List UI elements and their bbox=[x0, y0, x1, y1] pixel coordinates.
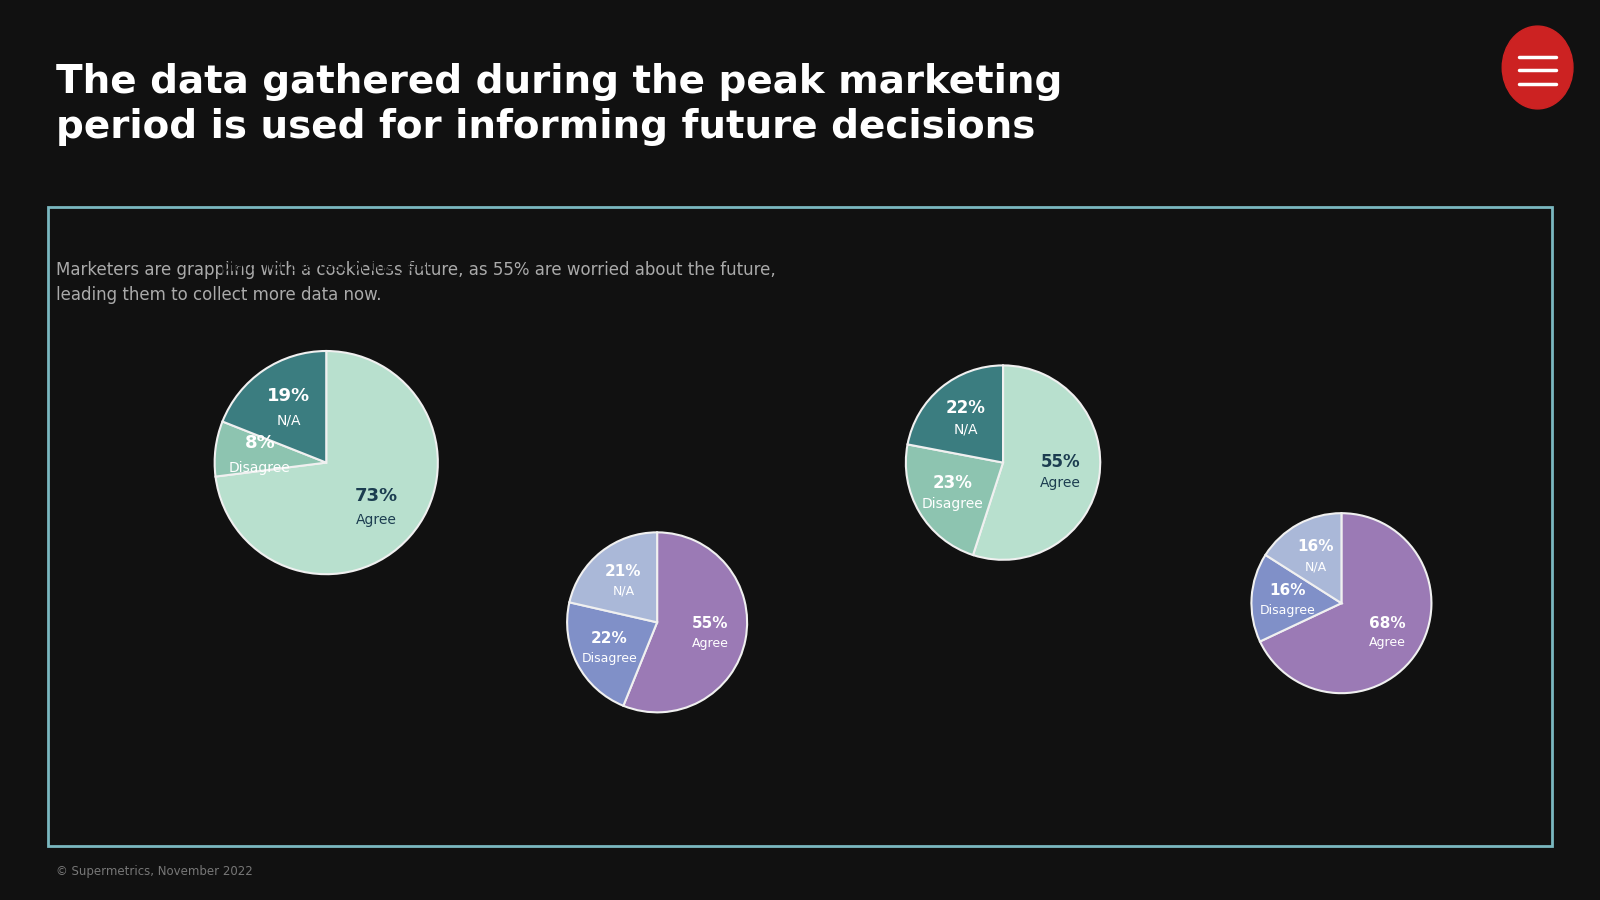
Wedge shape bbox=[566, 602, 658, 706]
Wedge shape bbox=[907, 365, 1003, 463]
Text: N/A: N/A bbox=[277, 414, 301, 427]
Wedge shape bbox=[1266, 513, 1341, 603]
Text: Disagree: Disagree bbox=[922, 497, 984, 511]
Text: 73%: 73% bbox=[355, 487, 398, 505]
Wedge shape bbox=[216, 351, 438, 574]
Text: The cookieless future
worries me: The cookieless future worries me bbox=[579, 450, 736, 484]
Text: 22%: 22% bbox=[590, 631, 627, 646]
Text: 16%: 16% bbox=[1269, 583, 1306, 599]
Wedge shape bbox=[624, 533, 747, 712]
Text: Agree: Agree bbox=[357, 513, 397, 527]
Text: © Supermetrics, November 2022: © Supermetrics, November 2022 bbox=[56, 865, 253, 878]
Text: Agree: Agree bbox=[1368, 636, 1405, 650]
Text: 68%: 68% bbox=[1368, 616, 1405, 631]
Wedge shape bbox=[222, 351, 326, 463]
Text: 8%: 8% bbox=[245, 434, 275, 452]
Text: Agree: Agree bbox=[1040, 476, 1082, 491]
Text: I'm collecting more data now in
preparation for the cookieless future: I'm collecting more data now in preparat… bbox=[1206, 437, 1475, 472]
Text: Disagree: Disagree bbox=[229, 461, 291, 474]
Text: I struggle with reporting back some of the data
to the business after peak perio: I struggle with reporting back some of t… bbox=[830, 239, 1176, 274]
Text: Disagree: Disagree bbox=[581, 652, 637, 664]
Text: Marketers are grappling with a cookieless future, as 55% are worried about the f: Marketers are grappling with a cookieles… bbox=[56, 261, 776, 304]
Text: Agree: Agree bbox=[691, 637, 728, 650]
Text: 23%: 23% bbox=[933, 473, 973, 491]
Text: N/A: N/A bbox=[954, 422, 978, 436]
Text: 55%: 55% bbox=[691, 616, 728, 631]
Text: 55%: 55% bbox=[1042, 453, 1080, 471]
Text: 22%: 22% bbox=[946, 399, 986, 417]
Wedge shape bbox=[1251, 555, 1341, 642]
Text: N/A: N/A bbox=[613, 584, 635, 598]
Text: 16%: 16% bbox=[1298, 539, 1334, 554]
Text: The data gathered during the peak marketing
period is used for informing future : The data gathered during the peak market… bbox=[56, 63, 1062, 147]
Text: N/A: N/A bbox=[1304, 560, 1326, 573]
Text: 21%: 21% bbox=[605, 563, 642, 579]
Wedge shape bbox=[1261, 513, 1432, 693]
Wedge shape bbox=[906, 445, 1003, 555]
Text: Peak period data helps inform our retail
plans for the rest of the year: Peak period data helps inform our retail… bbox=[181, 239, 472, 274]
Wedge shape bbox=[214, 421, 326, 477]
Wedge shape bbox=[973, 365, 1101, 560]
Text: 19%: 19% bbox=[267, 387, 310, 405]
Text: Disagree: Disagree bbox=[1259, 604, 1315, 617]
Wedge shape bbox=[570, 533, 658, 623]
Ellipse shape bbox=[1502, 26, 1573, 109]
